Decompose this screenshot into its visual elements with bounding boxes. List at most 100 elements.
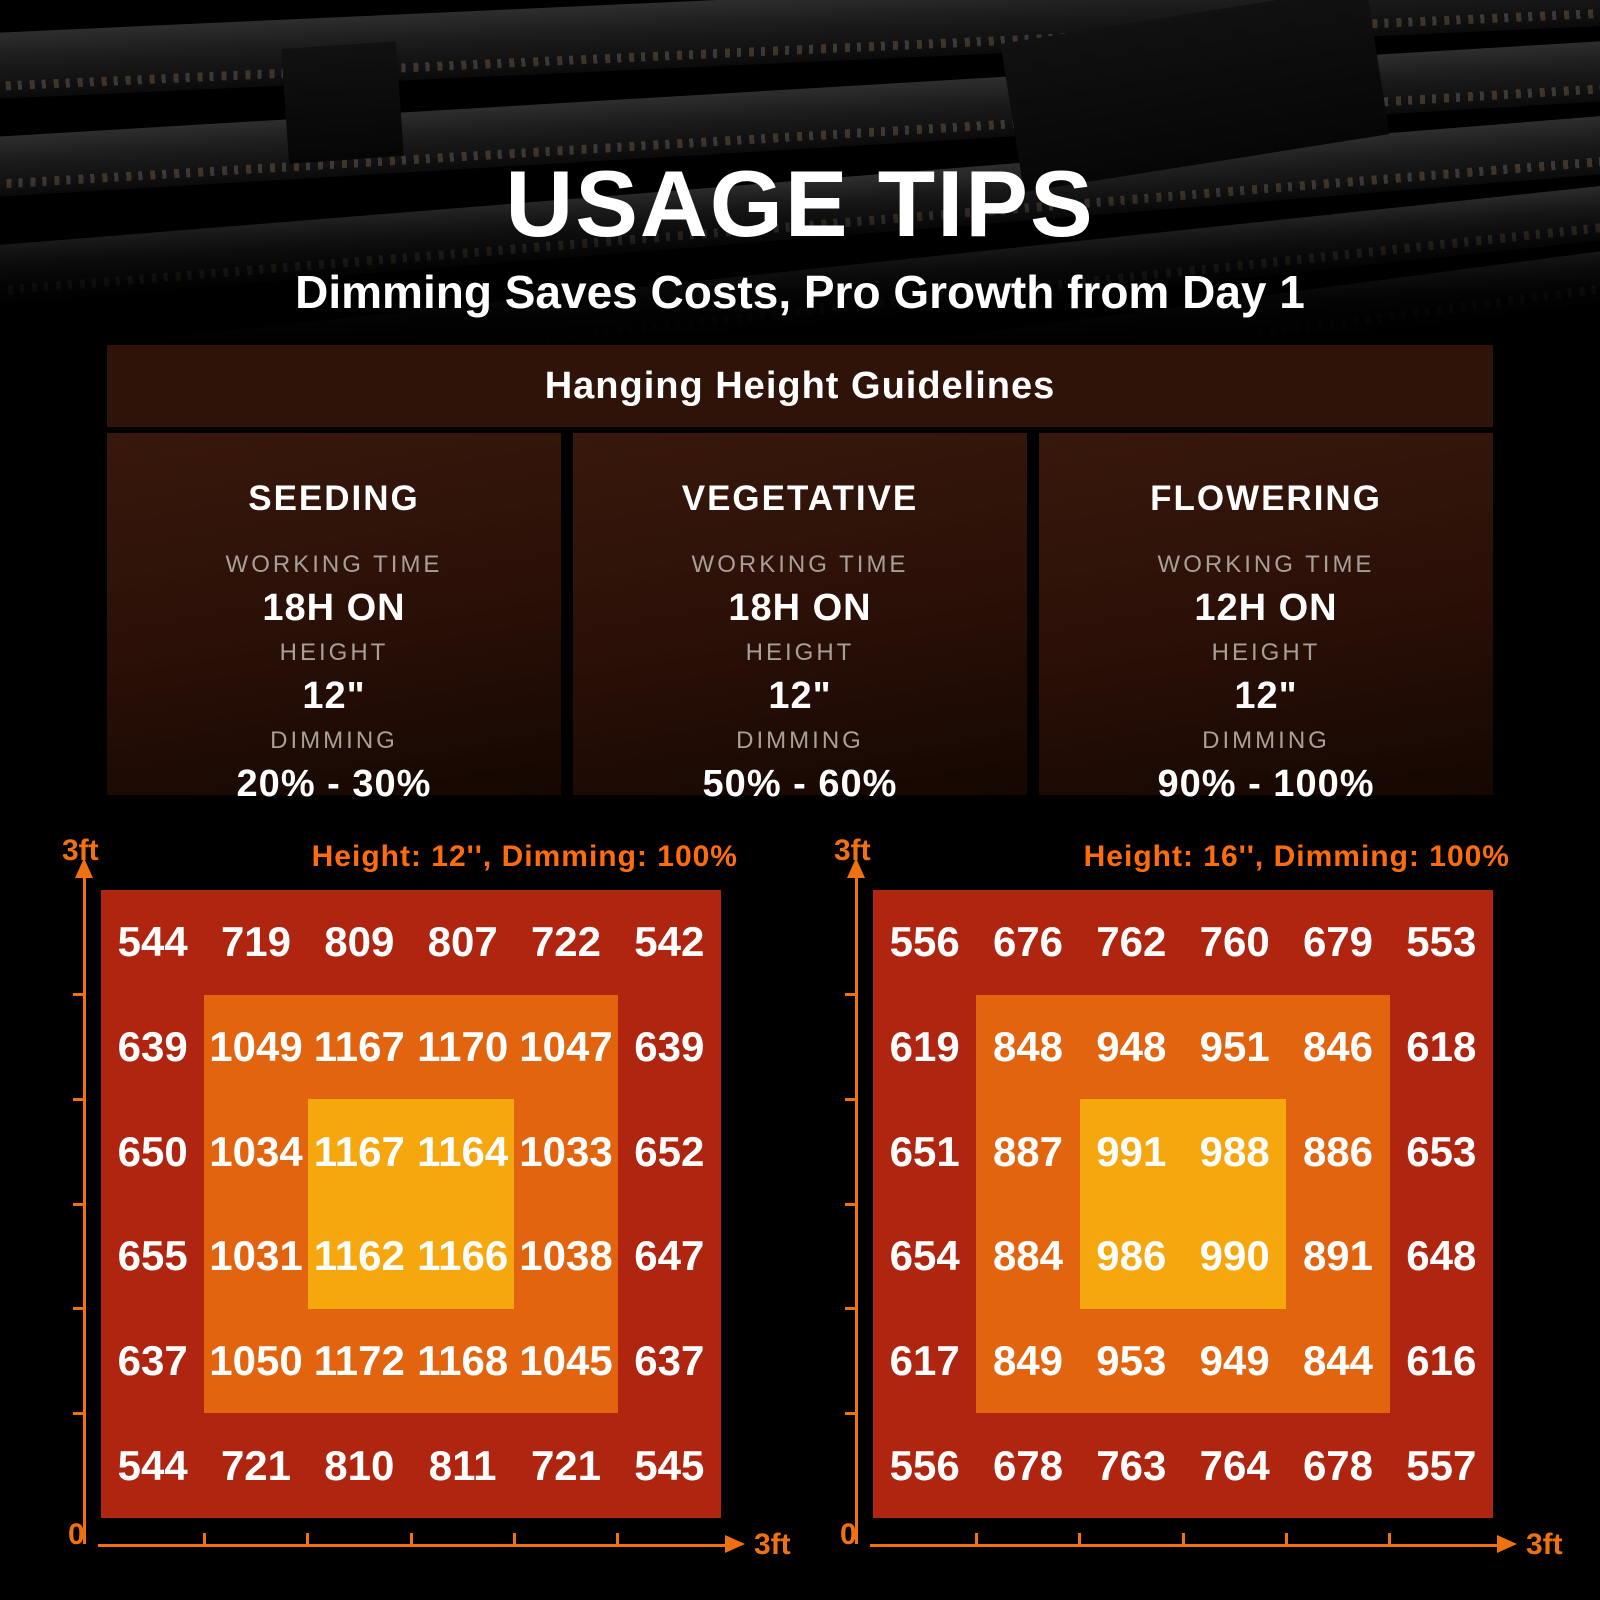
x-axis-tick — [1078, 1533, 1082, 1545]
heatmap-cell: 556 — [889, 1441, 960, 1489]
x-axis-tick — [306, 1533, 310, 1545]
working-time-label: WORKING TIME — [225, 551, 443, 578]
heatmap-cell: 721 — [220, 1441, 292, 1489]
page-title: USAGE TIPS — [505, 151, 1095, 256]
heatmap-cell: 618 — [1406, 1022, 1477, 1070]
hero-fade-overlay — [0, 180, 1600, 345]
heatmap-cell: 811 — [428, 1441, 497, 1489]
dimming-value: 50% - 60% — [702, 763, 898, 805]
heatmap-cell: 807 — [427, 918, 498, 966]
heatmap-cell: 1168 — [417, 1336, 509, 1384]
chart-title: Height: 16'', Dimming: 100% — [1083, 840, 1510, 873]
y-axis-line — [83, 876, 86, 1544]
heatmap-cell: 639 — [117, 1022, 188, 1070]
height-value: 12" — [302, 675, 366, 717]
y-axis-tick — [73, 1097, 86, 1101]
heatmap-cell: 544 — [117, 918, 188, 966]
heatmap-cell: 763 — [1096, 1441, 1167, 1489]
stage-title: SEEDING — [248, 479, 420, 518]
x-axis-arrow-right-icon — [1497, 1535, 1517, 1553]
heatmap-cell: 949 — [1199, 1336, 1270, 1384]
x-axis-max-label: 3ft — [754, 1528, 791, 1561]
heatmap-cell: 886 — [1302, 1127, 1374, 1175]
heatmap-cell: 844 — [1302, 1336, 1374, 1384]
height-label: HEIGHT — [279, 639, 389, 666]
heatmap-cell: 676 — [992, 918, 1064, 966]
heatmap-cell: 1047 — [519, 1022, 613, 1070]
y-axis-tick — [73, 1411, 86, 1415]
dimming-label: DIMMING — [736, 727, 864, 754]
heatmap-cell: 953 — [1096, 1336, 1167, 1384]
heatmap-cell: 647 — [634, 1232, 705, 1280]
x-axis-tick — [616, 1533, 620, 1545]
heatmap-cell: 1172 — [313, 1336, 405, 1384]
heatmap-cell: 648 — [1406, 1232, 1477, 1280]
heatmap-cell: 810 — [324, 1441, 395, 1489]
driver-box — [281, 41, 404, 164]
stage-title: FLOWERING — [1150, 479, 1382, 518]
y-axis-arrow-up-icon — [75, 858, 93, 878]
heatmap-cell: 1033 — [519, 1127, 613, 1175]
heatmap-cell: 650 — [117, 1127, 188, 1175]
height-label: HEIGHT — [745, 639, 855, 666]
heatmap-cell: 884 — [992, 1232, 1064, 1280]
working-time-value: 18H ON — [262, 587, 406, 629]
stage-title: VEGETATIVE — [681, 479, 919, 518]
heatmap-grid: 544 719 809 807 722 542 639 1049 1167 1170 1047 639… — [101, 890, 721, 1518]
heatmap-cell: 616 — [1406, 1336, 1477, 1384]
heatmap-cell: 655 — [117, 1232, 188, 1280]
origin-label: 0 — [68, 1518, 85, 1551]
heatmap-cell: 1045 — [519, 1336, 613, 1384]
stage-card-flowering: FLOWERING WORKING TIME 12H ON HEIGHT 12"… — [1039, 433, 1493, 805]
x-axis-tick — [1284, 1533, 1288, 1545]
heatmap-cell: 722 — [530, 918, 602, 966]
heatmap-cell: 544 — [117, 1441, 188, 1489]
dimming-label: DIMMING — [1202, 727, 1330, 754]
heatmap-cell: 679 — [1302, 918, 1374, 966]
heatmap-cell: 1162 — [313, 1232, 405, 1280]
heatmap-cell: 991 — [1096, 1127, 1167, 1175]
heatmap-cell: 651 — [889, 1127, 960, 1175]
heatmap-cell: 1038 — [519, 1232, 613, 1280]
heatmap-cell: 846 — [1302, 1022, 1374, 1070]
heatmap-cell: 721 — [530, 1441, 602, 1489]
heatmap-cell: 557 — [1406, 1441, 1477, 1489]
guidelines-header-label: Hanging Height Guidelines — [544, 364, 1056, 407]
heatmap-outer-zone: 544 719 809 807 722 542 639 1049 1167 1170 1047 639… — [101, 890, 721, 1518]
heatmap-cell: 556 — [889, 918, 960, 966]
x-axis-max-label: 3ft — [1526, 1528, 1563, 1561]
ppfd-charts-section: 3ft Height: 12'', Dimming: 100% 544 719 809 8… — [0, 830, 1600, 1600]
stage-card-seeding: SEEDING WORKING TIME 18H ON HEIGHT 12" D… — [107, 433, 561, 805]
heatmap-cell: 1166 — [417, 1232, 509, 1280]
y-axis-tick — [845, 1097, 858, 1101]
heatmap-cell: 619 — [889, 1022, 960, 1070]
x-axis-tick — [512, 1533, 516, 1545]
height-value: 12" — [768, 675, 832, 717]
heatmap-outer-zone: 556 676 762 760 679 553 619 848 948 951 846 618 651 8… — [873, 890, 1493, 1518]
chart-title: Height: 12'', Dimming: 100% — [311, 840, 738, 873]
heatmap-cell: 1031 — [209, 1232, 303, 1280]
heatmap-cell: 1167 — [313, 1127, 405, 1175]
y-axis-arrow-up-icon — [847, 858, 865, 878]
heatmap-cell: 764 — [1199, 1441, 1270, 1489]
stage-card-vegetative: VEGETATIVE WORKING TIME 18H ON HEIGHT 12… — [573, 433, 1027, 805]
working-time-value: 18H ON — [728, 587, 872, 629]
heatmap-cell: 637 — [634, 1336, 705, 1384]
heatmap-cell: 1049 — [209, 1022, 303, 1070]
dimming-value: 90% - 100% — [1157, 763, 1375, 805]
ppfd-chart: 3ft Height: 16'', Dimming: 100% 556 676 762 7… — [832, 830, 1572, 1600]
heatmap-cell: 719 — [220, 918, 292, 966]
page-subtitle: Dimming Saves Costs, Pro Growth from Day… — [295, 266, 1305, 318]
y-axis-tick — [73, 1202, 86, 1206]
heatmap-cell: 1167 — [313, 1022, 405, 1070]
heatmap-cell: 762 — [1096, 918, 1167, 966]
heatmap-cell: 1034 — [209, 1127, 303, 1175]
heatmap-cell: 1164 — [417, 1127, 509, 1175]
heatmap-cell: 542 — [634, 918, 705, 966]
heatmap-cell: 849 — [992, 1336, 1064, 1384]
y-axis-tick — [73, 1307, 86, 1311]
heatmap-cell: 990 — [1199, 1232, 1270, 1280]
heatmap-cell: 639 — [634, 1022, 705, 1070]
y-axis-tick — [845, 1202, 858, 1206]
y-axis-tick — [73, 993, 86, 997]
